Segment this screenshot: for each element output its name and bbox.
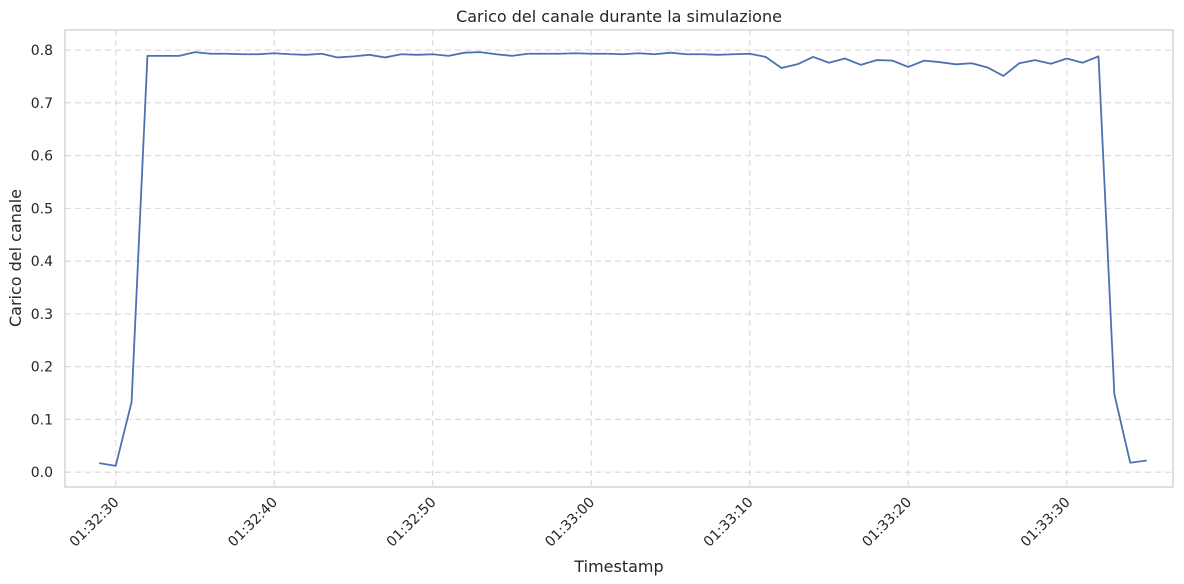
y-tick-label: 0.6: [31, 149, 53, 165]
y-tick-label: 0.1: [31, 412, 53, 428]
y-tick-label: 0.7: [31, 96, 53, 112]
x-axis-title: Timestamp: [573, 557, 663, 576]
y-axis-title: Carico del canale: [6, 189, 25, 327]
y-tick-labels: 0.0 0.1 0.2 0.3 0.4 0.5 0.6 0.7 0.8: [31, 43, 53, 481]
series-line-0: [98, 51, 1147, 467]
series-lines: [98, 51, 1147, 467]
y-tick-label: 0.8: [31, 43, 53, 59]
chart-title: Carico del canale durante la simulazione: [456, 7, 782, 26]
plot-frame: [64, 29, 1174, 488]
y-tick-label: 0.3: [31, 307, 53, 323]
y-tick-label: 0.2: [31, 360, 53, 376]
y-tick-label: 0.0: [31, 465, 53, 481]
grid-lines: [65, 30, 1173, 487]
y-tick-label: 0.5: [31, 201, 53, 217]
y-tick-label: 0.4: [31, 254, 53, 270]
